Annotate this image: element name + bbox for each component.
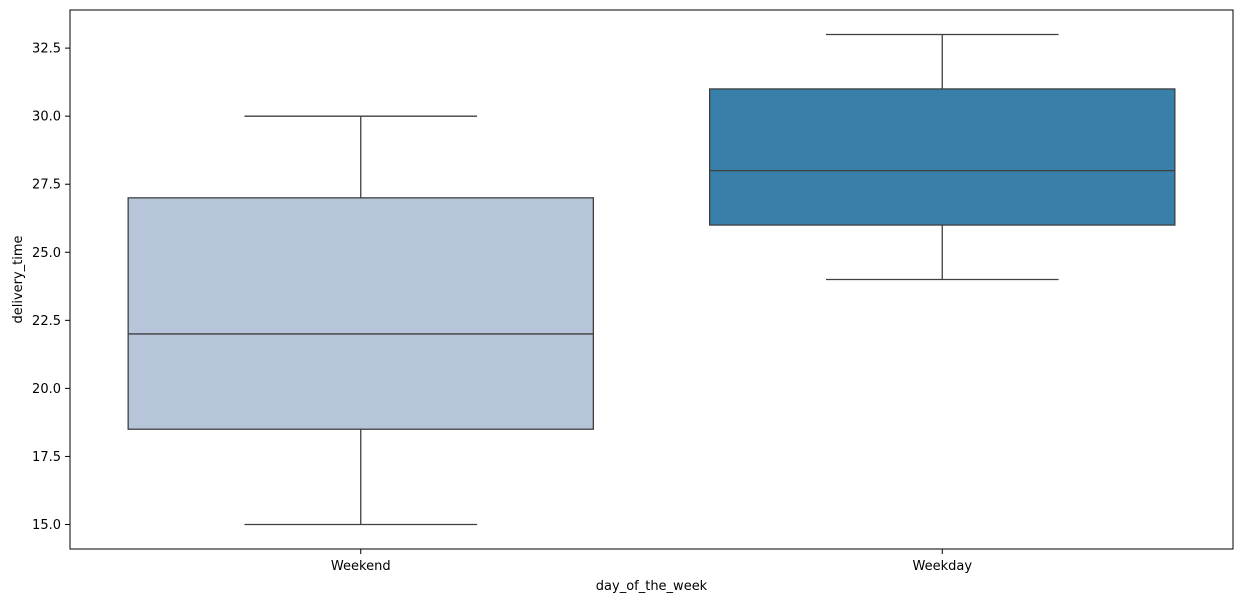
box-group-weekend xyxy=(127,115,595,526)
y-tick-label: 25.0 xyxy=(32,246,61,261)
y-tick-label: 17.5 xyxy=(32,450,61,465)
y-tick-label: 15.0 xyxy=(32,518,61,533)
y-tick-label: 32.5 xyxy=(32,42,61,57)
y-tick-label: 22.5 xyxy=(32,314,61,329)
y-axis: 15.0 17.5 20.0 22.5 25.0 27.5 30.0 32.5 xyxy=(32,42,70,533)
box-weekday xyxy=(709,88,1176,226)
boxes-layer xyxy=(127,33,1176,526)
box-weekend xyxy=(127,197,595,430)
x-tick-label: Weekday xyxy=(912,559,972,574)
y-axis-label: delivery_time xyxy=(11,235,26,323)
x-axis: Weekend Weekday xyxy=(331,549,972,574)
y-tick-label: 27.5 xyxy=(32,178,61,193)
x-axis-label: day_of_the_week xyxy=(596,579,708,594)
plot-frame xyxy=(69,9,1234,550)
y-tick-label: 30.0 xyxy=(32,110,61,125)
y-tick-label: 20.0 xyxy=(32,382,61,397)
box-group-weekday xyxy=(709,33,1176,281)
x-tick-label: Weekend xyxy=(331,559,391,574)
